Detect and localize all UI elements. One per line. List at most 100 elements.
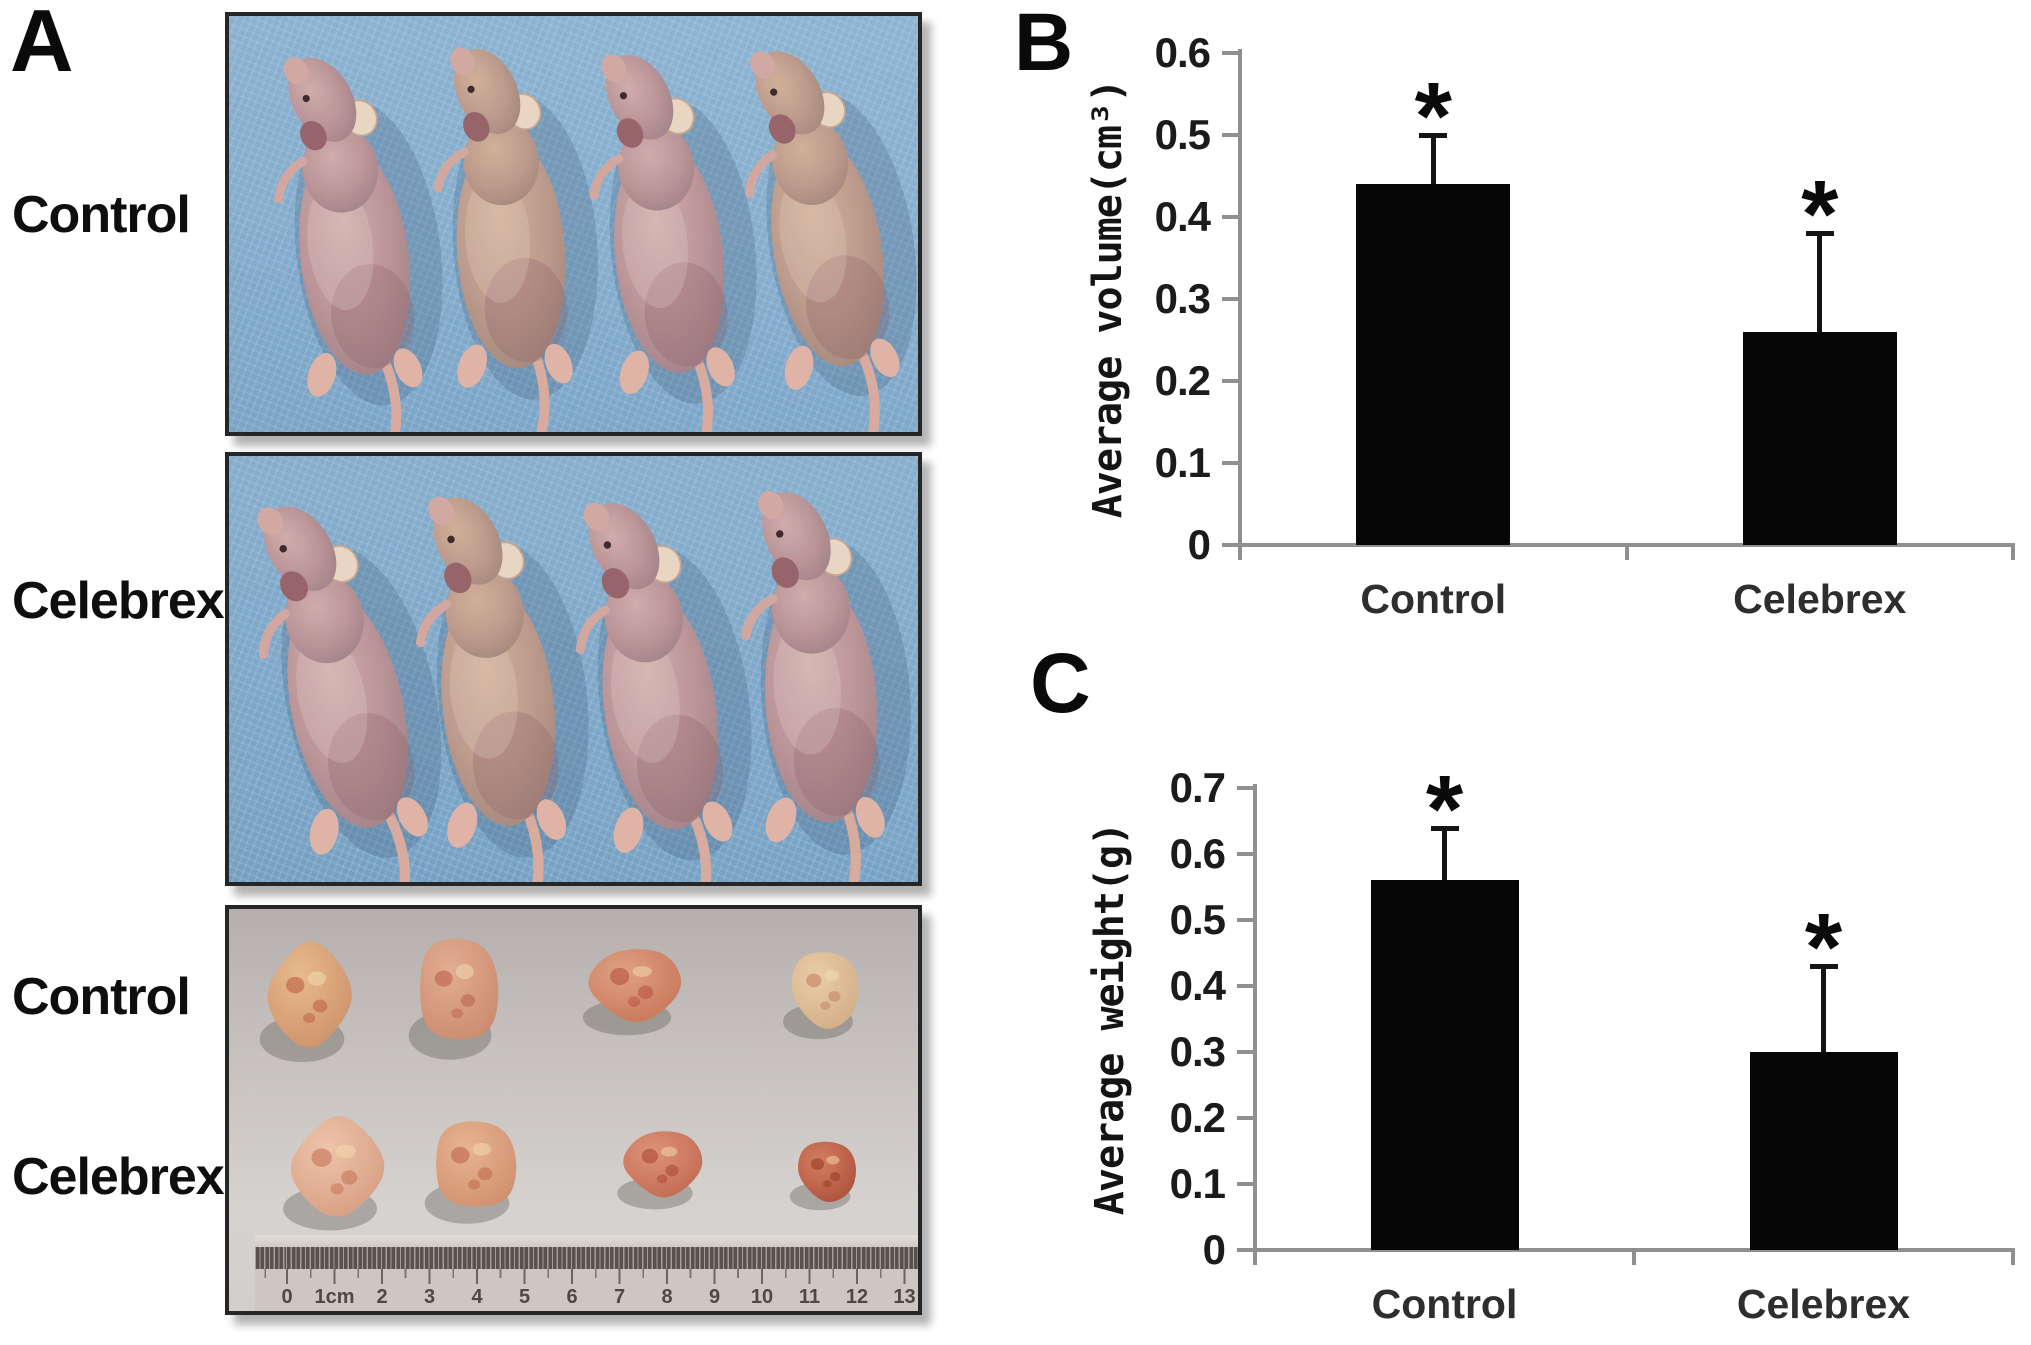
ruler-halfcm-ticks (255, 1269, 918, 1278)
y-tick-mark (1222, 51, 1238, 55)
y-tick-label: 0.7 (1169, 764, 1226, 811)
error-bar-whisker (1821, 966, 1826, 1052)
y-axis-line (1253, 784, 1257, 1254)
error-bar-whisker (1430, 135, 1436, 185)
mouse (589, 54, 757, 432)
mouse-head (750, 51, 846, 144)
bar-control (1370, 880, 1519, 1250)
y-tick-mark (1237, 1248, 1253, 1252)
panel-c-label: C (1030, 636, 1091, 730)
tumor (789, 1141, 856, 1211)
mouse-head (257, 506, 359, 602)
row-label-celebrex-tumors: Celebrex (12, 1148, 225, 1206)
error-bar-cap (1805, 231, 1834, 237)
ruler: 0 1cm 2 3 4 5 6 7 8 9 10 11 12 13 (255, 1235, 918, 1311)
mouse (433, 47, 598, 432)
significance-asterisk: * (1425, 755, 1464, 863)
error-bar-cap (1809, 964, 1838, 970)
ruler-number: 13 (893, 1286, 916, 1308)
y-tick-mark (1237, 1116, 1253, 1120)
celebrex-mice-illustration (257, 490, 911, 882)
y-axis-title: Average volume(cm³) (1085, 79, 1131, 519)
ruler-number: 10 (750, 1286, 774, 1308)
y-tick-mark (1222, 297, 1238, 301)
y-tick-mark (1222, 543, 1238, 547)
ruler-number: 5 (518, 1286, 531, 1308)
ruler-number: 11 (798, 1286, 821, 1308)
ruler-number: 4 (471, 1286, 483, 1308)
y-tick-mark (1222, 461, 1238, 465)
y-tick-mark (1237, 984, 1253, 988)
y-tick-label: 0.2 (1154, 357, 1211, 404)
y-tick-label: 0.6 (1169, 830, 1226, 877)
row-label-control-mice: Control (12, 186, 191, 244)
mouse (274, 57, 443, 432)
photo-excised-tumors: 0 1cm 2 3 4 5 6 7 8 9 10 11 12 13 (225, 905, 922, 1315)
control-mice-illustration (274, 47, 917, 432)
significance-asterisk: * (1801, 161, 1839, 269)
y-tick-label: 0.6 (1154, 29, 1211, 76)
error-bar-cap (1419, 133, 1448, 138)
y-tick-mark (1222, 379, 1238, 383)
mouse-head (601, 54, 695, 148)
mouse-head (450, 47, 542, 142)
y-tick-label: 0.2 (1169, 1094, 1226, 1141)
y-tick-label: 0.4 (1154, 193, 1211, 240)
bar-control (1356, 184, 1511, 545)
panel-b-label: B (1014, 0, 1073, 88)
x-tick-mark (2011, 547, 2015, 560)
row-label-celebrex-mice: Celebrex (12, 572, 225, 630)
mouse-head (428, 496, 525, 594)
error-bar-whisker (1817, 233, 1823, 332)
y-tick-label: 0.3 (1169, 1028, 1226, 1075)
ruler-face: 0 1cm 2 3 4 5 6 7 8 9 10 11 12 13 (255, 1269, 918, 1311)
panel-a-label: A (10, 0, 74, 90)
x-axis-line (1238, 543, 2015, 547)
y-tick-mark (1237, 918, 1253, 922)
photo-control-mice (225, 12, 922, 436)
mouse-head (758, 490, 853, 588)
mouse (575, 502, 752, 882)
y-tick-mark (1237, 1182, 1253, 1186)
mouse (257, 506, 442, 882)
error-bar-cap (1430, 825, 1459, 831)
tumors-illustration (259, 938, 859, 1231)
x-tick-mark (1632, 1252, 1636, 1265)
significance-asterisk: * (1804, 894, 1843, 1002)
y-tick-label: 0.5 (1154, 111, 1211, 158)
x-tick-mark (1238, 547, 1242, 560)
bar-celebrex (1749, 1052, 1898, 1250)
ruler-number: 2 (376, 1286, 388, 1308)
ruler-top-edge (255, 1235, 918, 1247)
ruler-number: 6 (566, 1286, 578, 1308)
y-tick-label: 0 (1187, 521, 1211, 568)
y-tick-label: 0 (1202, 1226, 1226, 1273)
y-tick-mark (1237, 786, 1253, 790)
ruler-number: 8 (661, 1286, 673, 1308)
x-category-label: Celebrex (1736, 1281, 1911, 1327)
y-tick-mark (1237, 1050, 1253, 1054)
ruler-number: 1cm (314, 1286, 355, 1308)
y-tick-mark (1222, 215, 1238, 219)
photo-celebrex-mice (225, 452, 922, 886)
ruler-number: 3 (423, 1286, 436, 1308)
mouse-head (283, 57, 378, 151)
row-label-control-tumors: Control (12, 968, 191, 1026)
x-tick-mark (2011, 1252, 2015, 1265)
y-tick-mark (1222, 133, 1238, 137)
ruler-mm-band (255, 1247, 918, 1269)
y-tick-label: 0.1 (1169, 1160, 1226, 1207)
ruler-number: 0 (281, 1286, 293, 1308)
tumor (617, 1131, 703, 1210)
ruler-number: 12 (845, 1286, 869, 1308)
ruler-number: 7 (613, 1286, 626, 1308)
x-category-label: Celebrex (1733, 576, 1907, 622)
y-axis-line (1238, 49, 1242, 549)
x-axis-line (1253, 1248, 2015, 1252)
tumor (783, 952, 859, 1040)
mouse (741, 490, 911, 882)
tumor (259, 941, 352, 1063)
tumor (283, 1116, 385, 1231)
